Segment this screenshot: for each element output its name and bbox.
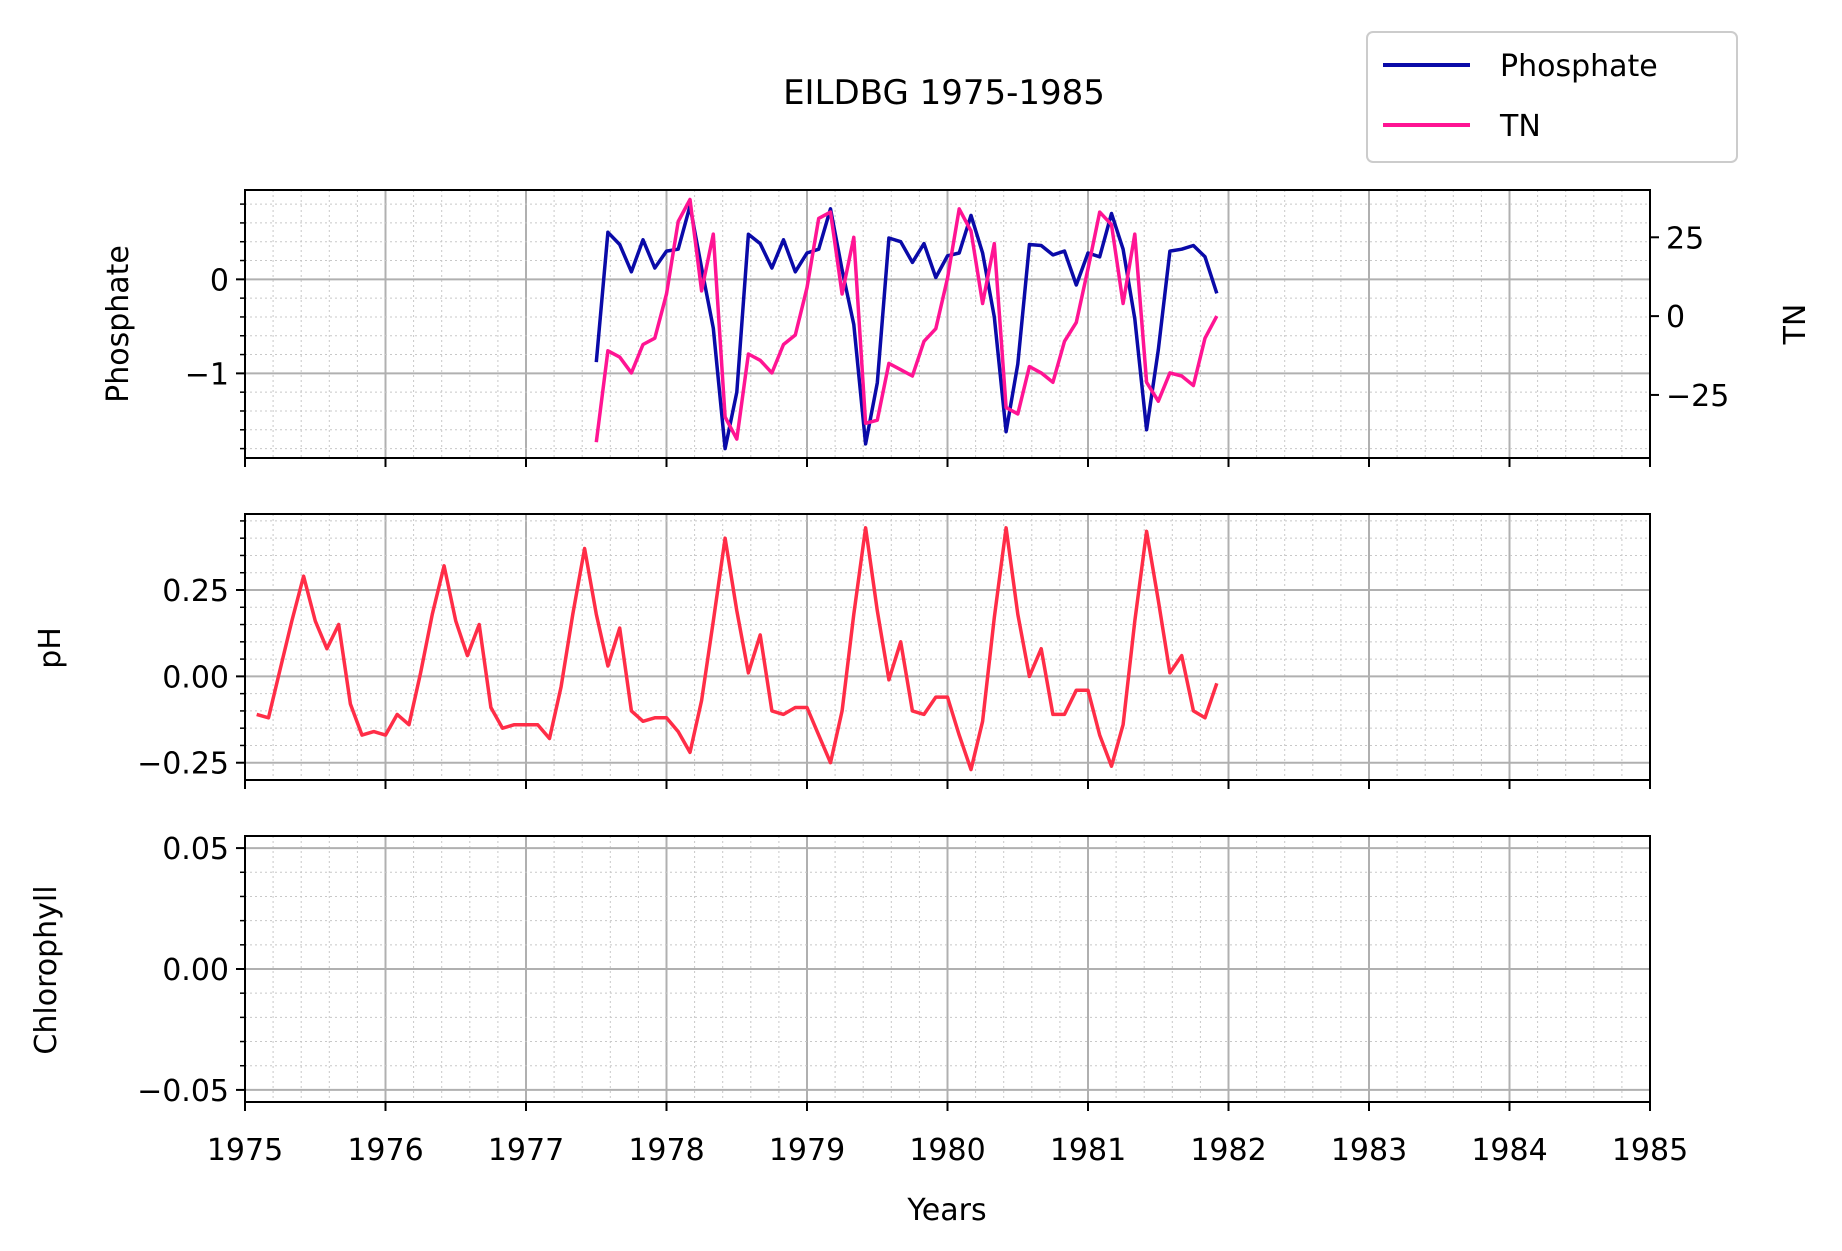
x-tick-label: 1981: [1050, 1133, 1126, 1168]
panel-ph: 0.25 0.00 −0.25 pH: [33, 513, 1651, 789]
panel-ph-lines: [256, 526, 1219, 772]
x-tick-label: 1983: [1331, 1133, 1407, 1168]
panel-chlorophyll: 0.05 0.00 −0.05 Chlorophyll: [29, 832, 1651, 1111]
legend-phosphate-label: Phosphate: [1500, 49, 1658, 84]
x-tick-label: 1984: [1471, 1133, 1547, 1168]
panel-ph-ticks: 0.25 0.00 −0.25: [137, 520, 1651, 789]
x-axis-ticks: 1975 1976 1977 1978 1979 1980 1981 1982 1983 1984…: [207, 1133, 1688, 1168]
y2-tick-label: 25: [1666, 221, 1704, 256]
phosphate-line: [594, 204, 1219, 451]
x-tick-label: 1977: [488, 1133, 564, 1168]
x-axis-label: Years: [906, 1193, 986, 1228]
legend: Phosphate TN: [1366, 31, 1738, 163]
y-tick-label: 0: [210, 263, 229, 298]
legend-tn-label: TN: [1499, 109, 1541, 144]
y-tick-label: 0.00: [162, 660, 229, 695]
x-tick-label: 1985: [1612, 1133, 1688, 1168]
panel-chlorophyll-grid: [244, 836, 1651, 1102]
x-tick-label: 1982: [1190, 1133, 1266, 1168]
tn-line: [594, 197, 1219, 443]
x-tick-label: 1975: [207, 1133, 283, 1168]
panel-phosphate-tn: 0 −1 25 0 −25 Phosphate TN: [101, 189, 1813, 467]
panel-phosphate-tn-lines: [594, 197, 1219, 451]
ph-line: [256, 526, 1219, 772]
y-tick-label: −1: [185, 357, 229, 392]
chart-title: EILDBG 1975-1985: [783, 73, 1105, 113]
x-tick-label: 1978: [628, 1133, 704, 1168]
y2-tick-label: −25: [1666, 379, 1729, 414]
x-tick-label: 1980: [909, 1133, 985, 1168]
chlorophyll-axis-label: Chlorophyll: [29, 885, 64, 1054]
panel-chlorophyll-ticks: 0.05 0.00 −0.05: [137, 832, 1651, 1111]
x-tick-label: 1979: [769, 1133, 845, 1168]
y-tick-label: −0.25: [137, 747, 229, 782]
y-tick-label: 0.25: [162, 574, 229, 609]
y2-tick-label: 0: [1666, 300, 1685, 335]
y-tick-label: −0.05: [137, 1074, 229, 1109]
tn-axis-label: TN: [1778, 304, 1813, 346]
x-tick-label: 1976: [347, 1133, 423, 1168]
y-tick-label: 0.05: [162, 832, 229, 867]
phosphate-axis-label: Phosphate: [101, 245, 136, 403]
ph-axis-label: pH: [33, 627, 68, 669]
panel-phosphate-tn-ticks: 0 −1 25 0 −25: [185, 203, 1729, 467]
y-tick-label: 0.00: [162, 953, 229, 988]
